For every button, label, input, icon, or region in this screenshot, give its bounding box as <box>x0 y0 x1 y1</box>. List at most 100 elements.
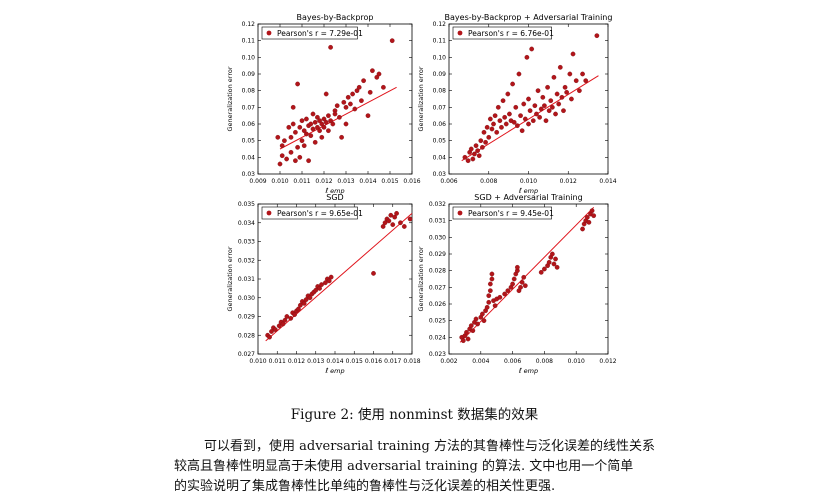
y-tick-label: 0.11 <box>242 38 256 45</box>
legend: Pearson's r = 9.45e-01 <box>452 206 554 220</box>
data-point <box>280 321 286 327</box>
data-point <box>580 226 585 232</box>
data-point <box>505 91 511 97</box>
y-tick-label: 0.031 <box>429 218 446 225</box>
legend: Pearson's r = 7.29e-01 <box>261 26 363 40</box>
y-tick-label: 0.06 <box>242 121 256 128</box>
data-point <box>497 294 503 300</box>
data-point <box>343 104 349 110</box>
data-point <box>310 126 316 132</box>
data-point <box>527 108 533 114</box>
data-point <box>480 311 485 317</box>
data-point <box>522 283 528 289</box>
data-point <box>489 126 495 132</box>
data-point <box>354 88 360 94</box>
data-point <box>337 114 342 120</box>
data-point <box>290 121 296 127</box>
data-point <box>516 71 522 77</box>
x-axis-label: ℓ̂ emp <box>519 187 538 195</box>
x-tick-label: 0.018 <box>403 358 420 365</box>
x-tick-label: 0.010 <box>249 358 266 365</box>
x-tick-label: 0.004 <box>472 358 489 365</box>
data-point <box>321 124 327 130</box>
data-point <box>540 94 546 100</box>
data-point <box>586 219 592 225</box>
x-tick-label: 0.011 <box>269 358 286 365</box>
data-point <box>524 54 530 60</box>
data-point <box>542 103 547 109</box>
data-point <box>303 297 309 302</box>
data-point <box>292 312 297 317</box>
x-tick-label: 0.010 <box>271 178 288 185</box>
data-point <box>323 119 329 125</box>
data-point <box>390 222 396 227</box>
data-point <box>553 111 558 117</box>
data-point <box>339 134 344 140</box>
legend-marker <box>457 30 463 36</box>
data-point <box>301 301 307 306</box>
y-tick-label: 0.05 <box>433 138 447 145</box>
data-point <box>310 111 316 117</box>
data-point <box>551 74 557 80</box>
paragraph-line: 可以看到，使用 adversarial training 方法的其鲁棒性与泛化误… <box>204 439 655 454</box>
data-point <box>487 288 493 294</box>
data-point <box>370 68 375 74</box>
data-point <box>465 158 471 164</box>
data-point <box>321 116 327 122</box>
data-point <box>350 91 355 97</box>
data-point <box>352 106 358 112</box>
data-point <box>465 336 471 342</box>
data-point <box>589 208 595 214</box>
x-tick-label: 0.002 <box>440 358 457 365</box>
data-point <box>319 134 325 140</box>
data-point <box>545 84 550 90</box>
x-tick-label: 0.013 <box>307 358 324 365</box>
x-tick-label: 0.010 <box>568 358 585 365</box>
data-point <box>299 118 305 124</box>
data-point <box>319 282 324 287</box>
data-point <box>326 113 331 119</box>
y-tick-label: 0.029 <box>238 314 255 321</box>
y-tick-label: 0.08 <box>433 88 447 95</box>
data-point <box>518 113 523 119</box>
paragraph-line: 较高且鲁棒性明显高于未使用 adversarial training 的算法. … <box>174 459 634 474</box>
y-tick-label: 0.12 <box>242 21 256 28</box>
plot-frame <box>257 203 413 355</box>
data-point <box>526 121 531 127</box>
data-point <box>343 121 349 127</box>
data-point <box>328 274 334 280</box>
data-point <box>301 143 307 149</box>
data-point <box>288 134 294 140</box>
data-point <box>386 218 392 224</box>
data-point <box>473 143 479 149</box>
data-point <box>464 329 469 335</box>
data-point <box>484 304 490 310</box>
data-point <box>307 295 313 301</box>
data-point <box>460 338 466 344</box>
data-point <box>538 269 544 275</box>
data-point <box>288 149 294 155</box>
data-point <box>573 78 579 84</box>
data-point <box>591 213 597 219</box>
data-point <box>549 104 555 110</box>
y-tick-label: 0.031 <box>238 276 255 283</box>
y-tick-label: 0.032 <box>238 257 255 264</box>
data-point <box>546 108 552 114</box>
data-point <box>483 139 488 145</box>
data-point <box>521 274 527 280</box>
data-point <box>286 124 292 130</box>
y-tick-label: 0.026 <box>429 301 446 308</box>
data-point <box>515 123 520 129</box>
data-point <box>489 271 495 277</box>
legend-box <box>261 206 358 220</box>
data-point <box>480 144 485 150</box>
data-point <box>296 306 301 312</box>
data-point <box>288 316 294 321</box>
legend-box <box>452 206 552 220</box>
data-point <box>315 114 320 120</box>
panel-title: SGD <box>326 193 343 202</box>
data-point <box>468 323 474 329</box>
data-point <box>304 131 309 137</box>
data-point <box>470 156 476 162</box>
